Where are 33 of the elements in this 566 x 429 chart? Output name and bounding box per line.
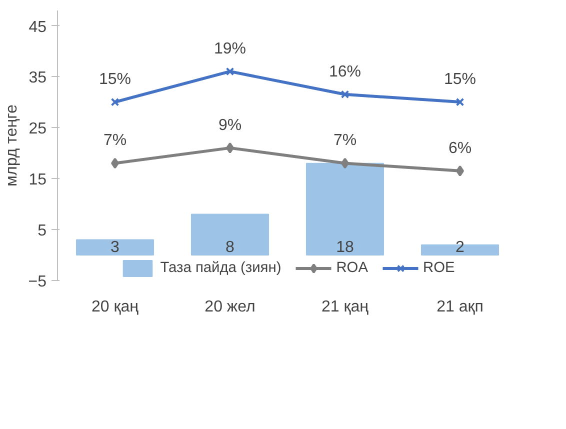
data-label: 16% xyxy=(328,63,362,80)
legend-label: ROE xyxy=(422,260,455,276)
x-tick-label: 21 қаң xyxy=(322,298,369,316)
y-tick-label: −5 xyxy=(28,274,47,290)
data-label: 8 xyxy=(226,239,235,256)
point xyxy=(456,98,464,106)
data-label: 18 xyxy=(336,239,354,256)
y-axis-title: млрд теңге xyxy=(3,104,20,186)
y-tick-label: 5 xyxy=(38,222,47,240)
data-label: 7% xyxy=(103,132,127,150)
point xyxy=(226,67,234,76)
data-label: 15% xyxy=(444,71,476,88)
y-tick-label: 25 xyxy=(28,120,47,138)
bar xyxy=(190,214,270,256)
data-label: 9% xyxy=(218,116,242,134)
y-tick-label: 45 xyxy=(28,18,47,36)
point xyxy=(340,90,350,99)
y-tick-label: 15 xyxy=(28,172,47,189)
x-tick-label: 20 жел xyxy=(204,298,256,316)
legend-label: ROA xyxy=(336,260,368,276)
point xyxy=(110,98,120,106)
data-label: 6% xyxy=(448,140,472,157)
data-label: 3 xyxy=(110,239,120,256)
y-tick-label: 35 xyxy=(28,70,47,87)
data-label: 19% xyxy=(214,40,246,58)
x-tick-label: 20 қаң xyxy=(92,298,139,316)
bar xyxy=(306,162,384,256)
data-label: 2 xyxy=(456,239,465,256)
legend-label: Таза пайда (зиян) xyxy=(160,260,282,276)
data-label: 15% xyxy=(98,71,132,88)
bar xyxy=(76,239,154,256)
data-label: 7% xyxy=(333,132,357,150)
x-tick-label: 21 ақп xyxy=(436,298,484,316)
